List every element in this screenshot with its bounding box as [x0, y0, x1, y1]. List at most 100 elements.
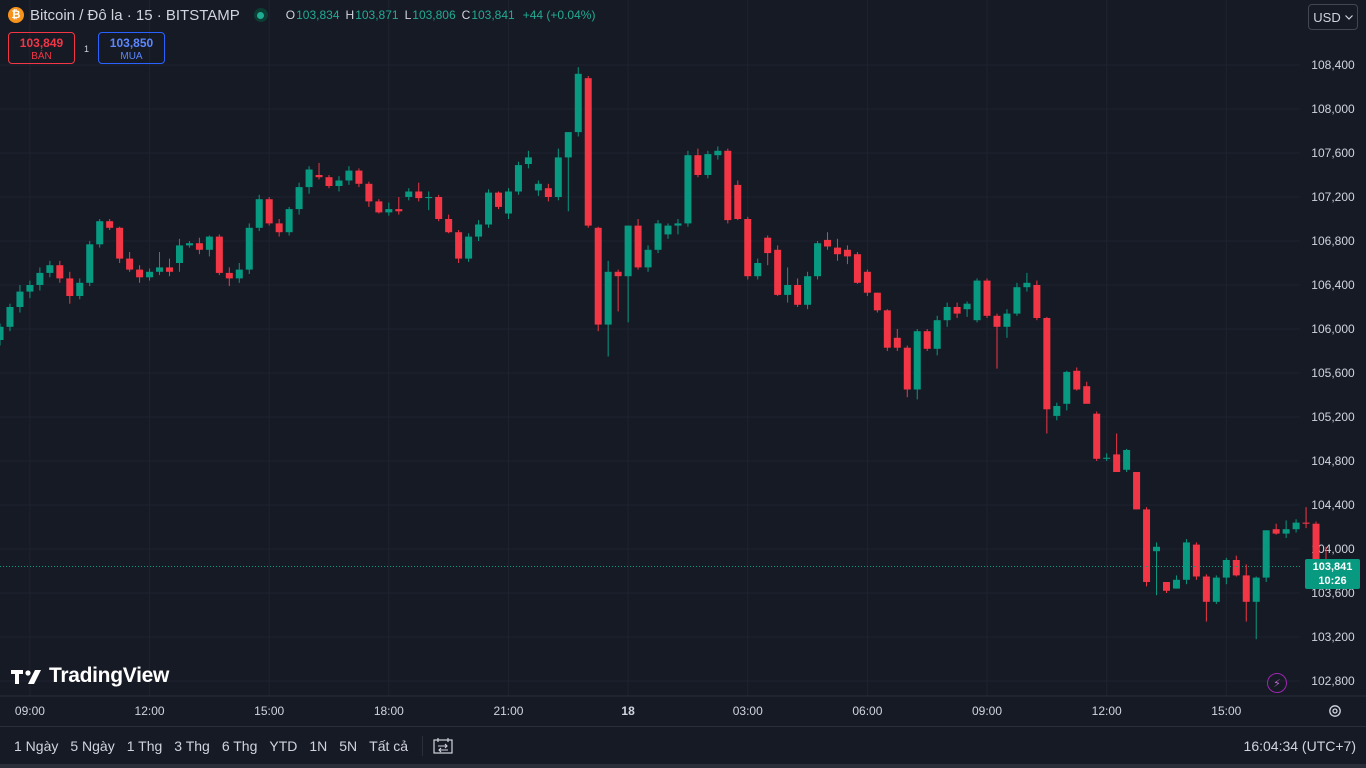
candle: [804, 271, 812, 310]
buy-button[interactable]: 103,850 MUA: [98, 32, 165, 64]
candle-body: [255, 199, 263, 228]
candle-body: [893, 337, 901, 348]
chevron-down-icon: [1344, 14, 1353, 20]
candle: [724, 148, 732, 224]
candle-body: [1083, 386, 1091, 404]
open-value: 103,834: [296, 8, 340, 22]
candle-body: [784, 285, 792, 295]
candle: [305, 166, 313, 194]
candle-body: [534, 183, 542, 191]
tradingview-logo[interactable]: TradingView: [11, 664, 169, 688]
candle-body: [1162, 582, 1170, 591]
range-5-days[interactable]: 5 Ngày: [70, 738, 115, 754]
x-tick-label: 15:00: [254, 704, 284, 718]
candle-body: [195, 243, 203, 250]
candle: [963, 301, 971, 317]
time-axis[interactable]: 09:00 12:00 15:00 18:00 21:00 18 03:00 06:00 09:…: [0, 695, 1366, 718]
candle-body: [604, 271, 612, 325]
candle: [146, 268, 154, 281]
lightning-icon[interactable]: ⚡: [1267, 673, 1287, 693]
range-5-years[interactable]: 5N: [339, 738, 358, 754]
candle-body: [495, 192, 502, 207]
candle-body: [445, 219, 453, 233]
symbol-title[interactable]: Bitcoin / Đô la · 15 · BITSTAMP: [30, 6, 240, 24]
candle: [614, 269, 622, 312]
candle: [1073, 367, 1081, 391]
candle: [445, 214, 453, 234]
candle-body: [943, 307, 951, 321]
buy-label: MUA: [120, 51, 143, 62]
candle: [983, 278, 991, 318]
candle: [1093, 411, 1101, 461]
y-tick-label: 105,600: [1311, 366, 1355, 380]
candle-body: [1153, 546, 1161, 552]
candle: [734, 180, 742, 221]
candle: [425, 191, 433, 211]
candle-body: [1123, 450, 1131, 470]
candle: [1123, 448, 1131, 472]
price-axis[interactable]: 102,800 103,200 103,600 104,000 104,400 104,8…: [1311, 58, 1355, 688]
gear-icon[interactable]: [1326, 702, 1344, 720]
range-6-months[interactable]: 6 Thg: [221, 738, 258, 754]
candle: [405, 188, 413, 201]
candle: [913, 329, 921, 400]
candle: [136, 265, 144, 283]
range-3-months[interactable]: 3 Thg: [174, 738, 210, 754]
candle: [345, 166, 353, 185]
candle: [923, 329, 931, 351]
candle-body: [1133, 472, 1141, 510]
currency-select[interactable]: USD: [1308, 4, 1358, 30]
sell-button[interactable]: 103,849 BÁN: [8, 32, 75, 64]
candle: [933, 315, 941, 356]
candle: [1192, 542, 1200, 580]
candle: [1043, 316, 1051, 434]
candle: [564, 132, 572, 212]
price-chart[interactable]: 102,800 103,200 103,600 104,000 104,400 104,8…: [0, 0, 1366, 726]
range-1-year[interactable]: 1N: [309, 738, 328, 754]
chart-background: [0, 0, 1366, 726]
candle-body: [116, 227, 124, 259]
candle: [644, 245, 652, 272]
candle-body: [215, 236, 223, 273]
range-1-month[interactable]: 1 Thg: [126, 738, 163, 754]
candle-body: [744, 219, 752, 277]
candle-body: [425, 197, 433, 199]
compare-icon[interactable]: [431, 736, 455, 756]
y-tick-label: 106,800: [1311, 234, 1355, 248]
chart-grid: [0, 0, 1300, 696]
candle-body: [1023, 282, 1031, 288]
candle-body: [754, 263, 762, 277]
bitcoin-icon[interactable]: ₿: [8, 7, 24, 23]
y-tick-label: 106,400: [1311, 278, 1355, 292]
y-tick-label: 102,800: [1311, 674, 1355, 688]
candle-body: [903, 347, 911, 390]
clock-timezone[interactable]: 16:04:34 (UTC+7): [1243, 738, 1356, 754]
candle-body: [933, 320, 941, 349]
candle: [1162, 582, 1170, 593]
symbol-header: ₿ Bitcoin / Đô la · 15 · BITSTAMP O103,8…: [8, 4, 595, 26]
candle-body: [405, 191, 413, 197]
range-ytd[interactable]: YTD: [269, 738, 298, 754]
low-value: 103,806: [412, 8, 456, 22]
range-all[interactable]: Tất cả: [369, 738, 409, 754]
candle: [1023, 272, 1031, 292]
y-tick-label: 107,600: [1311, 146, 1355, 160]
candle-body: [614, 271, 622, 277]
candle-body: [1242, 575, 1250, 602]
candle-body: [76, 282, 84, 296]
candle: [395, 197, 403, 215]
candle: [1312, 521, 1320, 563]
candle-body: [873, 292, 881, 311]
candle-body: [355, 170, 363, 184]
candle: [1252, 576, 1260, 640]
candle: [235, 263, 243, 283]
candle-body: [475, 224, 483, 237]
candle-body: [1103, 457, 1111, 459]
candle: [1103, 453, 1111, 461]
range-1-day[interactable]: 1 Ngày: [14, 738, 59, 754]
candle-body: [704, 154, 712, 175]
candle: [285, 206, 293, 236]
candle-body: [514, 165, 522, 192]
candle-body: [863, 271, 871, 293]
x-tick-label: 09:00: [15, 704, 45, 718]
